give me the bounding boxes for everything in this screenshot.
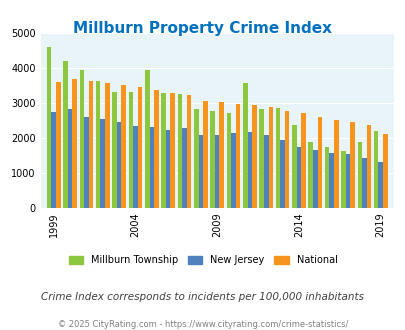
Bar <box>145 70 149 208</box>
Bar <box>186 95 191 208</box>
Bar <box>291 125 296 208</box>
Bar <box>72 79 77 208</box>
Bar <box>350 122 354 208</box>
Bar <box>308 142 312 208</box>
Bar <box>149 127 154 208</box>
Bar <box>154 90 158 208</box>
Bar <box>284 111 289 208</box>
Bar <box>373 131 377 208</box>
Bar <box>268 107 273 208</box>
Bar <box>210 111 214 208</box>
Bar <box>279 140 284 208</box>
Bar <box>51 112 56 208</box>
Bar <box>382 134 387 208</box>
Bar <box>328 153 333 208</box>
Bar <box>324 147 328 208</box>
Bar <box>88 81 93 208</box>
Bar <box>202 101 207 208</box>
Bar <box>252 105 256 208</box>
Bar <box>275 108 279 208</box>
Bar <box>68 109 72 208</box>
Bar <box>366 125 370 208</box>
Bar <box>84 117 88 208</box>
Bar <box>63 61 68 208</box>
Bar <box>170 93 175 208</box>
Text: © 2025 CityRating.com - https://www.cityrating.com/crime-statistics/: © 2025 CityRating.com - https://www.city… <box>58 320 347 329</box>
Bar <box>161 93 166 208</box>
Bar <box>231 133 235 208</box>
Bar <box>219 102 224 208</box>
Bar <box>128 92 133 208</box>
Bar <box>317 116 322 208</box>
Bar <box>357 142 361 208</box>
Bar <box>198 135 202 208</box>
Bar <box>182 128 186 208</box>
Bar <box>137 86 142 208</box>
Bar <box>100 119 105 208</box>
Bar <box>226 114 231 208</box>
Bar <box>79 70 84 208</box>
Bar <box>117 122 121 208</box>
Text: Millburn Property Crime Index: Millburn Property Crime Index <box>73 21 332 36</box>
Bar <box>312 150 317 208</box>
Bar <box>56 82 60 208</box>
Bar <box>259 109 263 208</box>
Bar <box>340 151 345 208</box>
Bar <box>96 81 100 208</box>
Bar <box>133 126 137 208</box>
Bar <box>263 136 268 208</box>
Legend: Millburn Township, New Jersey, National: Millburn Township, New Jersey, National <box>64 251 341 269</box>
Bar <box>177 94 182 208</box>
Bar <box>243 83 247 208</box>
Bar <box>214 135 219 208</box>
Bar <box>301 114 305 208</box>
Bar <box>47 47 51 208</box>
Bar <box>247 132 252 208</box>
Bar <box>105 83 109 208</box>
Bar <box>333 120 338 208</box>
Bar <box>121 85 126 208</box>
Bar <box>361 157 366 208</box>
Bar <box>166 130 170 208</box>
Bar <box>345 154 350 208</box>
Text: Crime Index corresponds to incidents per 100,000 inhabitants: Crime Index corresponds to incidents per… <box>41 292 364 302</box>
Bar <box>296 147 301 208</box>
Bar <box>377 162 382 208</box>
Bar <box>194 109 198 208</box>
Bar <box>112 92 117 208</box>
Bar <box>235 104 240 208</box>
